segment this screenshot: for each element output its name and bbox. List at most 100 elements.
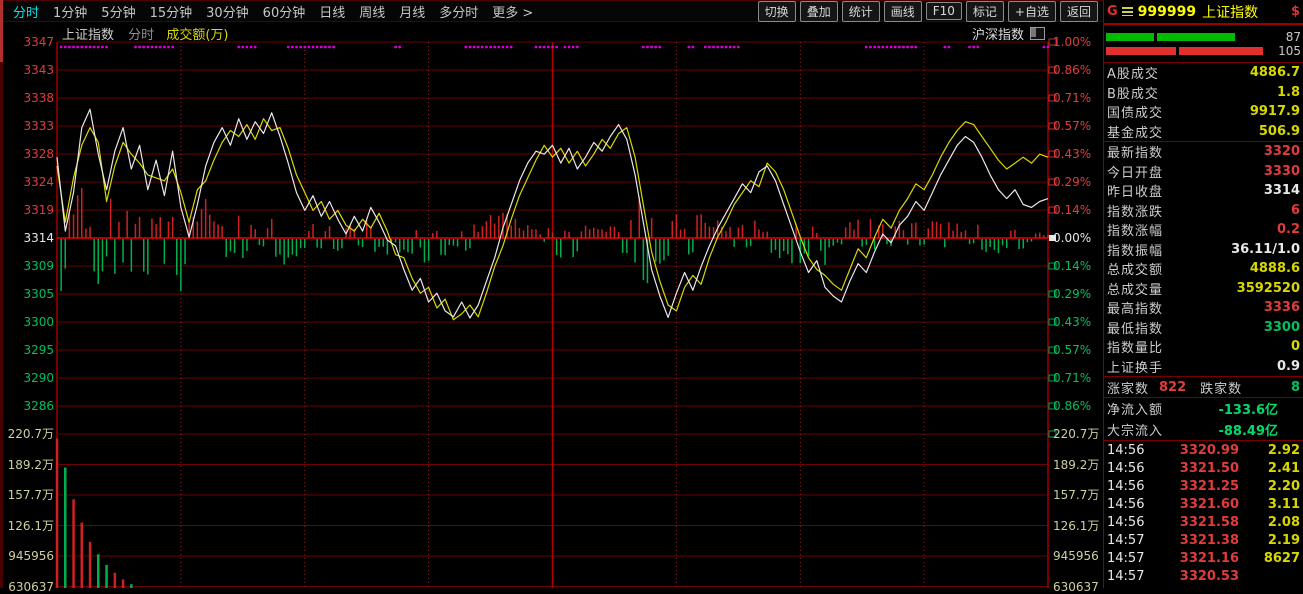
chart-title-period: 分时 [128,28,155,43]
tick-row[interactable]: 14:56 3321.50 2.41 [1104,459,1303,477]
volume-tick: 157.7万 [1053,488,1100,502]
turnover-value: 9917.9 [1249,104,1300,120]
index-stat-value: 3320 [1263,144,1300,160]
period-tab-7[interactable]: 日线 [319,5,346,21]
period-tab-8[interactable]: 周线 [359,5,386,21]
toolbar-button-7[interactable]: +自选 [1007,0,1056,22]
index-stat-value: 0.2 [1276,222,1300,238]
advancers-bar-segment [1106,33,1154,41]
tick-volume: 3.11 [1267,496,1300,512]
percent-tick: 0.43% [1053,147,1092,161]
turnover-label: 国债成交 [1107,106,1164,122]
index-stat-value: 0 [1290,339,1300,355]
price-tick: 3347 [23,35,54,49]
period-tab-10[interactable]: 多分时 [439,5,479,21]
period-tab-1[interactable]: 分时 [13,5,40,21]
index-stat-row: 今日开盘 3330 [1104,162,1303,182]
period-tab-9[interactable]: 月线 [399,5,426,21]
index-stat-row: 最新指数 3320 [1104,142,1303,162]
turnover-value: 1.8 [1276,84,1300,100]
volume-tick: 126.1万 [1053,518,1100,533]
tick-volume: 2.20 [1267,478,1300,494]
toolbar-button-5[interactable]: F10 [925,2,962,20]
tick-time: 14:56 [1107,478,1145,494]
tick-row[interactable]: 14:56 3321.25 2.20 [1104,477,1303,495]
index-stat-value: 3330 [1263,163,1300,179]
tick-volume: 8627 [1263,550,1300,566]
price-tick: 3290 [23,371,54,385]
decliners-value: 8 [1290,379,1300,395]
percent-tick: 0.86% [1053,399,1092,413]
period-tab-3[interactable]: 5分钟 [101,5,136,21]
toolbar-button-2[interactable]: 叠加 [799,0,838,22]
index-stat-row: 总成交额 4888.6 [1104,259,1303,279]
tick-row[interactable]: 14:56 3321.60 3.11 [1104,495,1303,513]
percent-tick: 0.71% [1053,91,1092,105]
percent-tick: 0.29% [1053,175,1092,189]
toolbar-button-4[interactable]: 画线 [883,0,922,22]
percent-tick: 0.00% [1053,231,1092,245]
tick-row[interactable]: 14:57 3321.16 8627 [1104,549,1303,567]
margin-icon: $ [1290,4,1300,19]
period-tab-2[interactable]: 1分钟 [53,5,88,21]
advancers-bar: 87 [1106,30,1301,44]
index-stat-row: 昨日收盘 3314 [1104,181,1303,201]
volume-tick: 189.2万 [1053,457,1100,472]
flag-g: G [1107,4,1118,19]
tick-row[interactable]: 14:57 3320.53 [1104,567,1303,585]
turnover-label: A股成交 [1107,67,1159,83]
intraday-chart[interactable]: 上证指数 分时 成交额(万) 沪深指数 3347 3343 3338 3333 3328… [0,22,1103,593]
index-stats-section: 最新指数 3320 今日开盘 3330 昨日收盘 3314 指数涨跌 6 指数涨幅 0.2 指数振幅… [1104,142,1303,377]
price-tick: 3324 [23,175,54,189]
toolbar-button-6[interactable]: 标记 [965,0,1004,22]
tick-time: 14:56 [1107,514,1145,530]
index-stat-label: 最高指数 [1107,302,1164,318]
index-stat-row: 指数量比 0 [1104,337,1303,357]
period-tab-6[interactable]: 60分钟 [262,5,306,21]
tick-row[interactable]: 14:57 3321.38 2.19 [1104,531,1303,549]
volume-tick: 630637 [8,579,54,594]
index-stat-row: 上证换手 0.9 [1104,357,1303,377]
turnover-section: A股成交 4886.7 B股成交 1.8 国债成交 9917.9 基金成交 506.9 [1104,63,1303,142]
decliners-bar-value: 105 [1278,44,1301,58]
tick-volume: 2.92 [1267,442,1300,458]
index-stat-row: 指数涨跌 6 [1104,201,1303,221]
index-stat-value: 3336 [1263,300,1300,316]
tick-list[interactable]: 14:56 3320.99 2.92 14:56 3321.50 2.41 14:56 332… [1104,441,1303,588]
volume-tick: 126.1万 [7,518,54,533]
period-tab-5[interactable]: 30分钟 [206,5,249,21]
period-tab-4[interactable]: 15分钟 [149,5,193,21]
chart-title-name: 上证指数 [62,28,115,43]
toolbar-button-1[interactable]: 切换 [757,0,796,22]
tick-row[interactable]: 14:56 3320.99 2.92 [1104,441,1303,459]
percent-tick: 0.43% [1053,315,1092,329]
percent-tick: 0.14% [1053,203,1092,217]
period-tab-11[interactable]: 更多 > [492,5,534,21]
toolbar-button-8[interactable]: 返回 [1059,0,1098,22]
index-stat-label: 指数量比 [1107,341,1164,357]
index-stat-value: 4888.6 [1249,261,1300,277]
toolbar-button-3[interactable]: 统计 [841,0,880,22]
index-stat-label: 总成交额 [1107,263,1164,279]
price-tick: 3305 [23,287,54,301]
volume-tick: 220.7万 [7,427,54,441]
index-stat-label: 最新指数 [1107,146,1164,162]
index-stat-label: 指数涨跌 [1107,204,1164,220]
turnover-row: 基金成交 506.9 [1104,122,1303,142]
index-selector[interactable]: 沪深指数 [972,24,1045,43]
breadth-row: 涨家数 822 跌家数 8 [1104,377,1303,398]
index-stat-value: 0.9 [1276,358,1300,374]
chart-title-indicator[interactable]: 成交额(万) [166,28,229,43]
tick-time: 14:57 [1107,550,1145,566]
tick-row[interactable]: 14:56 3321.58 2.08 [1104,513,1303,531]
window-icon[interactable] [1030,27,1045,40]
window-edge [0,0,3,588]
tick-price: 3321.38 [1179,532,1239,548]
index-stat-value: 3592520 [1236,280,1300,296]
toolbar-buttons: 切换 叠加 统计 画线 F10 标记 +自选 返回 [756,0,1100,22]
quote-header[interactable]: G 999999 上证指数 $ [1104,0,1303,25]
volume-tick: 157.7万 [7,488,54,502]
volume-tick: 189.2万 [7,457,54,472]
price-tick: 3314 [23,231,54,245]
